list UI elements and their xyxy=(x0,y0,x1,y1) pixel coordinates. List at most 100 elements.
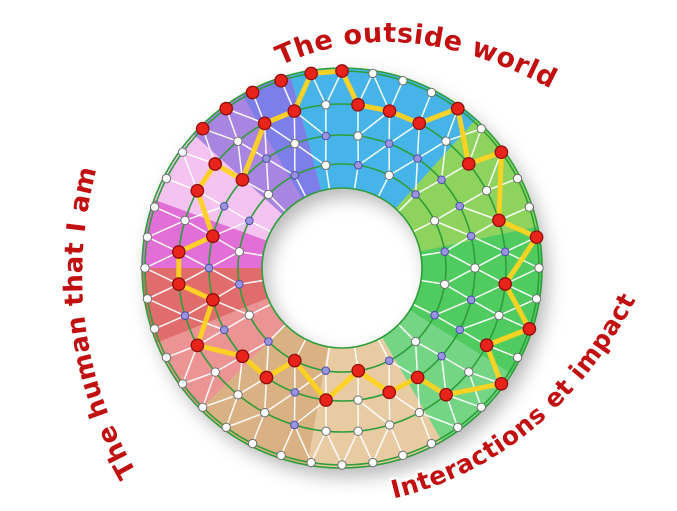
wheel-node[interactable] xyxy=(245,216,254,226)
wheel-node[interactable] xyxy=(531,294,542,304)
wheel-node[interactable] xyxy=(534,263,544,273)
wheel-node[interactable] xyxy=(219,201,229,211)
wheel-node[interactable] xyxy=(524,202,535,212)
wheel-node[interactable] xyxy=(290,388,300,397)
alert-node[interactable] xyxy=(190,338,205,353)
wheel-node[interactable] xyxy=(221,422,231,433)
wheel-node[interactable] xyxy=(466,295,476,305)
wheel-node[interactable] xyxy=(321,366,331,376)
alert-node[interactable] xyxy=(412,116,427,131)
wheel-node[interactable] xyxy=(142,294,153,304)
alert-node[interactable] xyxy=(382,385,397,400)
alert-node[interactable] xyxy=(190,183,205,198)
wheel-node[interactable] xyxy=(470,263,480,273)
wheel-node[interactable] xyxy=(244,310,255,320)
alert-node[interactable] xyxy=(335,64,349,78)
wheel-node[interactable] xyxy=(321,426,331,436)
wheel-node[interactable] xyxy=(180,311,190,320)
wheel-node[interactable] xyxy=(149,324,160,334)
alert-node[interactable] xyxy=(492,213,506,228)
alert-node[interactable] xyxy=(461,157,476,171)
wheel-node[interactable] xyxy=(398,75,408,86)
alert-node[interactable] xyxy=(304,66,319,81)
alert-node[interactable] xyxy=(351,97,365,112)
wheel-node[interactable] xyxy=(204,263,214,273)
wheel-node[interactable] xyxy=(290,420,299,430)
wheel-node[interactable] xyxy=(140,263,150,273)
wheel-node[interactable] xyxy=(353,395,363,405)
alert-node[interactable] xyxy=(171,277,186,291)
wheel-node[interactable] xyxy=(234,247,244,257)
wheel-node[interactable] xyxy=(441,136,451,146)
alert-node[interactable] xyxy=(208,157,223,171)
wheel-node[interactable] xyxy=(337,460,347,470)
wheel-node[interactable] xyxy=(233,136,243,146)
alert-node[interactable] xyxy=(351,363,366,378)
wheel-node[interactable] xyxy=(453,422,463,433)
alert-node[interactable] xyxy=(171,245,186,259)
sector-indigo[interactable] xyxy=(242,74,322,199)
wheel-node[interactable] xyxy=(426,87,437,98)
wheel-node[interactable] xyxy=(276,450,286,461)
wheel-node[interactable] xyxy=(353,426,363,436)
wheel-node[interactable] xyxy=(437,175,446,185)
alert-node[interactable] xyxy=(494,376,509,391)
wheel-node[interactable] xyxy=(177,379,188,389)
wheel-node[interactable] xyxy=(466,231,476,241)
alert-node[interactable] xyxy=(287,353,302,368)
wheel-node[interactable] xyxy=(306,457,316,468)
wheel-node[interactable] xyxy=(512,352,523,363)
wheel-node[interactable] xyxy=(476,402,486,412)
alert-node[interactable] xyxy=(259,370,274,385)
wheel-node[interactable] xyxy=(260,407,270,418)
wheel-node[interactable] xyxy=(368,457,378,468)
wheel-node[interactable] xyxy=(290,171,300,180)
wheel-node[interactable] xyxy=(476,124,486,134)
wheel-node[interactable] xyxy=(198,402,208,412)
sector-violet[interactable] xyxy=(193,94,302,215)
wheel-node[interactable] xyxy=(353,160,363,170)
wheel-node[interactable] xyxy=(210,367,220,377)
alert-node[interactable] xyxy=(219,101,234,116)
alert-node[interactable] xyxy=(450,101,465,116)
alert-node[interactable] xyxy=(410,370,425,385)
wheel-node[interactable] xyxy=(368,68,378,79)
wheel-node[interactable] xyxy=(512,173,523,184)
wheel-node[interactable] xyxy=(410,336,421,347)
alert-node[interactable] xyxy=(206,229,220,244)
wheel-node[interactable] xyxy=(455,325,465,335)
wheel-node[interactable] xyxy=(290,138,300,149)
sector-tan-light[interactable] xyxy=(307,337,442,468)
wheel-node[interactable] xyxy=(234,279,244,289)
wheel-node[interactable] xyxy=(430,310,439,320)
alert-node[interactable] xyxy=(479,338,494,353)
alert-node[interactable] xyxy=(319,393,333,407)
alert-node[interactable] xyxy=(287,104,302,118)
wheel-node[interactable] xyxy=(437,351,446,361)
wheel-node[interactable] xyxy=(429,216,440,226)
wheel-node[interactable] xyxy=(384,170,394,181)
wheel-node[interactable] xyxy=(500,247,510,257)
wheel-node[interactable] xyxy=(384,356,394,365)
alert-node[interactable] xyxy=(522,322,537,336)
wheel-node[interactable] xyxy=(180,215,190,226)
wheel-node[interactable] xyxy=(411,190,420,199)
wheel-node[interactable] xyxy=(142,232,153,242)
wheel-node[interactable] xyxy=(233,390,243,400)
wheel-node[interactable] xyxy=(263,189,274,200)
alert-node[interactable] xyxy=(494,145,509,160)
wheel-node[interactable] xyxy=(481,185,492,196)
wheel-node[interactable] xyxy=(426,438,437,449)
wheel-node[interactable] xyxy=(494,310,504,321)
alert-node[interactable] xyxy=(382,104,397,118)
wheel-node[interactable] xyxy=(264,337,273,346)
alert-node[interactable] xyxy=(206,293,220,307)
wheel-node[interactable] xyxy=(464,367,474,377)
alert-node[interactable] xyxy=(498,277,513,291)
wheel-node[interactable] xyxy=(177,147,188,157)
alert-node[interactable] xyxy=(235,172,250,187)
wheel-node[interactable] xyxy=(414,407,425,418)
wheel-node[interactable] xyxy=(384,139,394,148)
alert-node[interactable] xyxy=(529,230,544,245)
wheel-node[interactable] xyxy=(440,247,450,257)
